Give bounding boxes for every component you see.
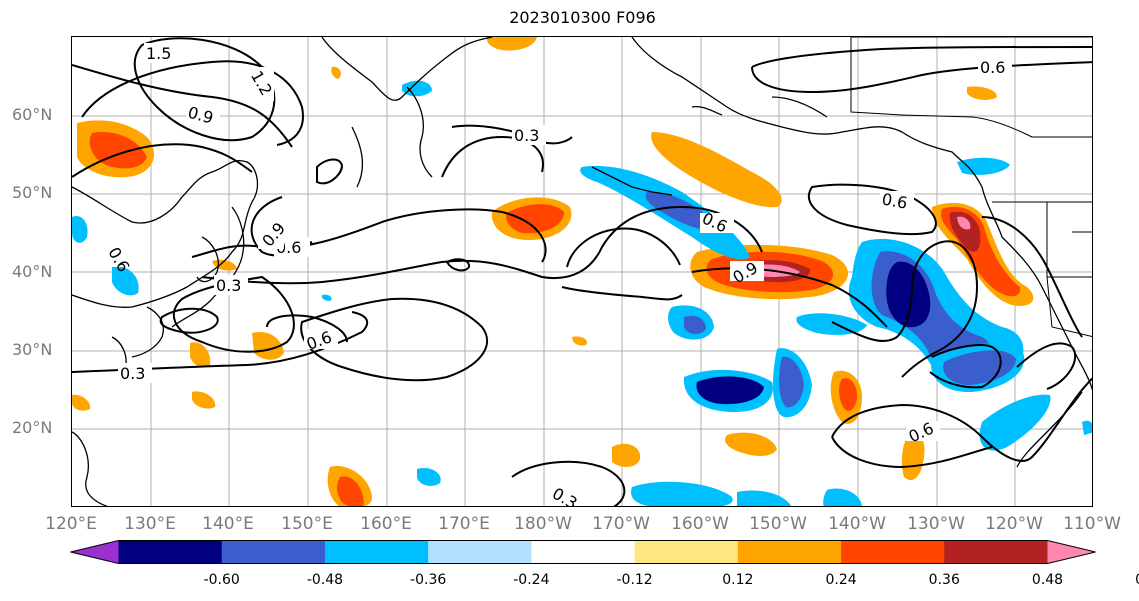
lon-label: 160°E — [360, 514, 412, 534]
lon-label: 170°W — [592, 514, 650, 534]
colorbar-tick-label: 0.24 — [825, 572, 857, 588]
map-title: 2023010300 F096 — [509, 8, 656, 27]
coastlines — [72, 37, 1092, 506]
colorbar-tick-label: -0.48 — [306, 572, 344, 588]
colorbar-segment — [428, 540, 532, 564]
lon-label: 160°W — [671, 514, 729, 534]
lat-label: 40°N — [12, 262, 53, 281]
colorbar-segment — [944, 540, 1048, 564]
colorbar-tick-label: 0.36 — [928, 572, 960, 588]
lon-label: 130°W — [907, 514, 965, 534]
colorbar-segment — [531, 540, 636, 564]
colorbar — [70, 540, 1096, 564]
contour-label: 0.3 — [514, 126, 539, 145]
map-plot-area: 1.5 1.2 0.9 0.3 0.6 0.6 0.6 0.9 0.6 0.3 … — [71, 36, 1093, 507]
lon-label: 140°W — [828, 514, 886, 534]
lon-label: 150°W — [749, 514, 807, 534]
colorbar-tick-label: -0.24 — [513, 572, 550, 588]
map-canvas: 1.5 1.2 0.9 0.3 0.6 0.6 0.6 0.9 0.6 0.3 … — [72, 37, 1092, 506]
colorbar-segment — [221, 540, 326, 564]
positive-anomaly-fill — [72, 37, 1034, 506]
colorbar-segment — [841, 540, 945, 564]
lon-label: 150°E — [281, 514, 333, 534]
colorbar-tick-label: 0.12 — [722, 572, 754, 588]
contour-label: 0.3 — [120, 364, 145, 383]
contour-label: 0.3 — [216, 276, 241, 295]
lon-label: 140°E — [202, 514, 254, 534]
lon-label: 180°W — [514, 514, 572, 534]
colorbar-segment — [118, 540, 223, 564]
colorbar-segment — [737, 540, 842, 564]
contour-label: 0.6 — [980, 58, 1005, 77]
negative-anomaly-fill — [72, 80, 1092, 506]
colorbar-segment — [324, 540, 429, 564]
colorbar-segment — [634, 540, 739, 564]
lon-label: 170°E — [438, 514, 490, 534]
colorbar-tick-label: -0.12 — [616, 572, 653, 588]
colorbar-extend-low — [70, 540, 119, 564]
lat-label: 20°N — [12, 418, 53, 437]
colorbar-tick-label: -0.60 — [203, 572, 240, 588]
lat-label: 50°N — [12, 183, 53, 202]
lon-label: 120°E — [45, 514, 97, 534]
colorbar-extend-high — [1047, 540, 1096, 564]
contour-lines — [72, 37, 1092, 506]
lat-label: 30°N — [12, 340, 53, 359]
colorbar-tick-label: 0.48 — [1031, 572, 1064, 588]
lat-label: 60°N — [12, 105, 53, 124]
lon-label: 130°E — [124, 514, 176, 534]
contour-label: 1.5 — [146, 44, 171, 63]
lon-label: 120°W — [985, 514, 1043, 534]
lon-label: 110°W — [1063, 514, 1121, 534]
contour-label: 0.6 — [880, 190, 908, 213]
colorbar-tick-label: 0.60 — [1135, 572, 1139, 588]
colorbar-tick-label: -0.36 — [410, 572, 447, 588]
